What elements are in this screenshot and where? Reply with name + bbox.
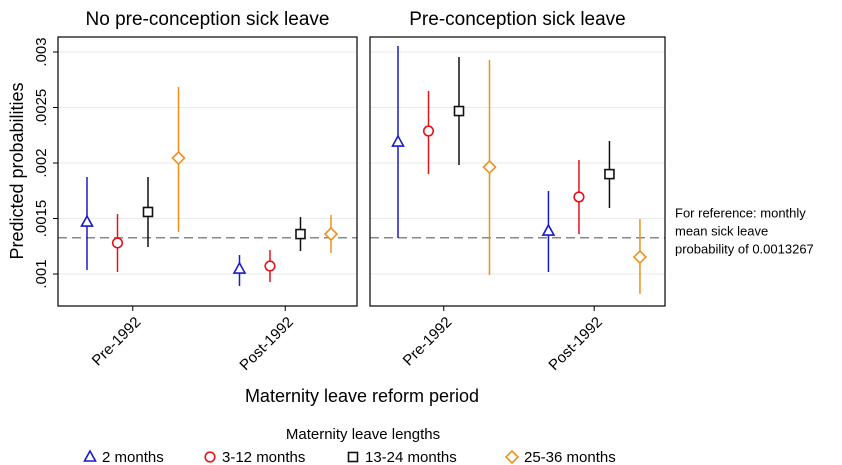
- legend-title: Maternity leave lengths: [286, 426, 440, 443]
- point: [111, 237, 124, 249]
- point: [422, 125, 435, 137]
- point: [573, 191, 585, 203]
- y-tick-label: .003: [33, 37, 50, 66]
- point: [171, 150, 186, 166]
- panel-title: Pre-conception sick leave: [409, 9, 626, 30]
- panel-title: No pre-conception sick leave: [86, 9, 330, 30]
- y-tick-label: .0015: [33, 200, 50, 238]
- point: [632, 249, 648, 265]
- legend-label: 13-24 months: [365, 449, 457, 465]
- point: [80, 214, 94, 227]
- plot-frame: [369, 36, 666, 307]
- annotation: For reference: monthly: [675, 205, 806, 220]
- x-tick-label: Post-1992: [545, 314, 605, 374]
- point: [453, 105, 465, 117]
- x-axis-title: Maternity leave reform period: [245, 386, 479, 406]
- point: [142, 206, 154, 218]
- y-axis-title: Predicted probabilities: [7, 82, 27, 259]
- x-tick-label: Pre-1992: [400, 314, 456, 370]
- legend-marker: [83, 449, 97, 462]
- point: [295, 228, 306, 240]
- point: [323, 226, 339, 242]
- point: [264, 260, 276, 272]
- legend-label: 3-12 months: [222, 449, 305, 465]
- point: [482, 159, 497, 175]
- point: [391, 134, 405, 147]
- y-tick-label: .002: [33, 148, 50, 177]
- legend-marker: [204, 451, 216, 463]
- point: [541, 223, 556, 236]
- y-tick-label: .0025: [33, 89, 50, 127]
- y-tick-label: .001: [33, 259, 50, 288]
- x-tick-label: Post-1992: [236, 314, 296, 374]
- annotation: mean sick leave: [675, 223, 768, 238]
- legend-marker: [504, 449, 520, 465]
- legend-marker: [347, 451, 359, 463]
- legend-label: 25-36 months: [524, 449, 616, 465]
- point: [604, 168, 615, 180]
- x-tick-label: Pre-1992: [89, 314, 145, 370]
- annotation: probability of 0.0013267: [675, 241, 814, 256]
- plot-frame: [57, 36, 358, 307]
- legend-label: 2 months: [102, 449, 164, 465]
- point: [232, 261, 247, 274]
